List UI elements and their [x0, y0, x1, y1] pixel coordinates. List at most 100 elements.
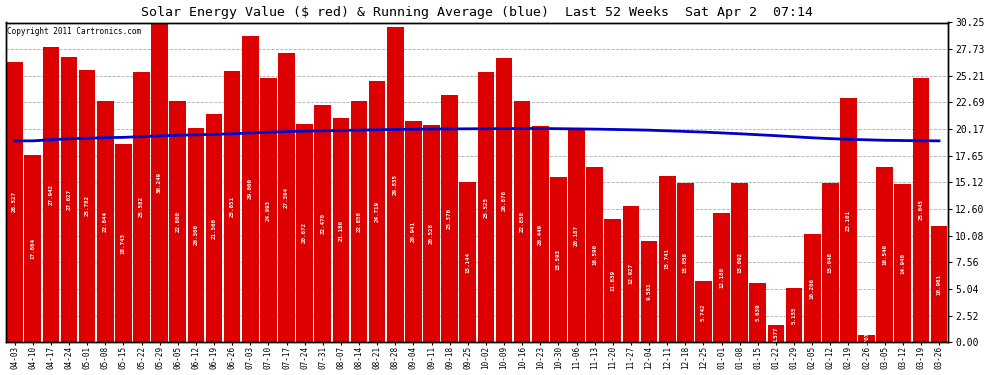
Text: 20.528: 20.528: [429, 223, 434, 244]
Text: 23.376: 23.376: [447, 208, 452, 229]
Text: 20.672: 20.672: [302, 222, 307, 243]
Bar: [713, 213, 730, 342]
Bar: [858, 334, 875, 342]
Bar: [224, 71, 241, 342]
Text: 26.527: 26.527: [12, 192, 17, 213]
Text: 22.844: 22.844: [103, 211, 108, 232]
Bar: [97, 101, 114, 342]
Bar: [79, 70, 95, 342]
Text: 21.560: 21.560: [212, 218, 217, 239]
Text: 15.741: 15.741: [664, 249, 669, 270]
Text: 10.961: 10.961: [937, 274, 941, 295]
Text: 10.206: 10.206: [810, 278, 815, 299]
Text: 11.639: 11.639: [610, 270, 616, 291]
Text: 5.742: 5.742: [701, 303, 706, 321]
Text: 25.525: 25.525: [483, 197, 488, 218]
Bar: [822, 183, 839, 342]
Text: 12.180: 12.180: [719, 267, 724, 288]
Bar: [60, 57, 77, 342]
Text: 27.027: 27.027: [66, 189, 71, 210]
Bar: [333, 118, 349, 342]
Bar: [876, 167, 893, 342]
Bar: [242, 36, 258, 342]
Text: 20.300: 20.300: [193, 224, 198, 245]
Text: 25.582: 25.582: [139, 196, 144, 217]
Bar: [695, 282, 712, 342]
Bar: [931, 226, 947, 342]
Bar: [658, 176, 675, 342]
Bar: [187, 128, 204, 342]
Bar: [677, 183, 694, 342]
Bar: [206, 114, 223, 342]
Bar: [532, 126, 548, 342]
Bar: [586, 167, 603, 342]
Text: 17.664: 17.664: [31, 238, 36, 260]
Text: 22.470: 22.470: [321, 213, 326, 234]
Text: 18.743: 18.743: [121, 232, 126, 254]
Bar: [841, 98, 856, 342]
Text: 12.927: 12.927: [629, 263, 634, 284]
Bar: [151, 22, 168, 342]
Bar: [568, 129, 585, 342]
Bar: [115, 144, 132, 342]
Bar: [43, 47, 59, 342]
Text: 15.048: 15.048: [828, 252, 833, 273]
Text: 20.449: 20.449: [538, 224, 543, 245]
Bar: [6, 62, 23, 342]
Text: 29.835: 29.835: [393, 174, 398, 195]
Text: 22.858: 22.858: [356, 211, 361, 232]
Bar: [767, 326, 784, 342]
Bar: [169, 101, 186, 342]
Bar: [260, 78, 277, 342]
Text: 25.782: 25.782: [84, 195, 90, 216]
Bar: [459, 182, 476, 342]
Text: 5.155: 5.155: [792, 306, 797, 324]
Bar: [496, 58, 513, 342]
Text: 15.058: 15.058: [683, 252, 688, 273]
Bar: [514, 101, 531, 342]
Text: 26.876: 26.876: [502, 190, 507, 211]
Text: .707: .707: [864, 332, 869, 344]
Bar: [641, 241, 657, 342]
Text: 24.719: 24.719: [374, 201, 379, 222]
Bar: [804, 234, 821, 342]
Text: 5.639: 5.639: [755, 304, 760, 321]
Text: 16.540: 16.540: [882, 244, 887, 265]
Bar: [732, 183, 748, 342]
Text: 15.144: 15.144: [465, 252, 470, 273]
Bar: [405, 121, 422, 342]
Text: 22.850: 22.850: [520, 211, 525, 232]
Text: 15.593: 15.593: [556, 249, 561, 270]
Bar: [387, 27, 404, 342]
Bar: [315, 105, 331, 342]
Title: Solar Energy Value ($ red) & Running Average (blue)  Last 52 Weeks  Sat Apr 2  0: Solar Energy Value ($ red) & Running Ave…: [141, 6, 813, 18]
Bar: [623, 206, 640, 342]
Bar: [278, 53, 295, 342]
Bar: [442, 95, 458, 342]
Bar: [895, 184, 911, 342]
Bar: [749, 283, 766, 342]
Text: 1.577: 1.577: [773, 326, 778, 342]
Text: 20.941: 20.941: [411, 221, 416, 242]
Text: 22.800: 22.800: [175, 211, 180, 232]
Text: 29.000: 29.000: [248, 178, 252, 200]
Bar: [786, 288, 802, 342]
Bar: [423, 125, 440, 342]
Bar: [913, 78, 930, 342]
Bar: [550, 177, 566, 342]
Text: 16.590: 16.590: [592, 244, 597, 265]
Text: 14.940: 14.940: [900, 253, 905, 274]
Text: 24.993: 24.993: [266, 200, 271, 220]
Text: 25.045: 25.045: [919, 200, 924, 220]
Bar: [477, 72, 494, 342]
Text: 27.394: 27.394: [284, 187, 289, 208]
Text: 30.249: 30.249: [157, 172, 162, 193]
Text: 23.101: 23.101: [845, 210, 851, 231]
Text: 21.180: 21.180: [339, 220, 344, 241]
Text: 27.942: 27.942: [49, 184, 53, 205]
Text: 20.187: 20.187: [574, 225, 579, 246]
Bar: [25, 156, 41, 342]
Bar: [350, 100, 367, 342]
Bar: [134, 72, 149, 342]
Bar: [605, 219, 621, 342]
